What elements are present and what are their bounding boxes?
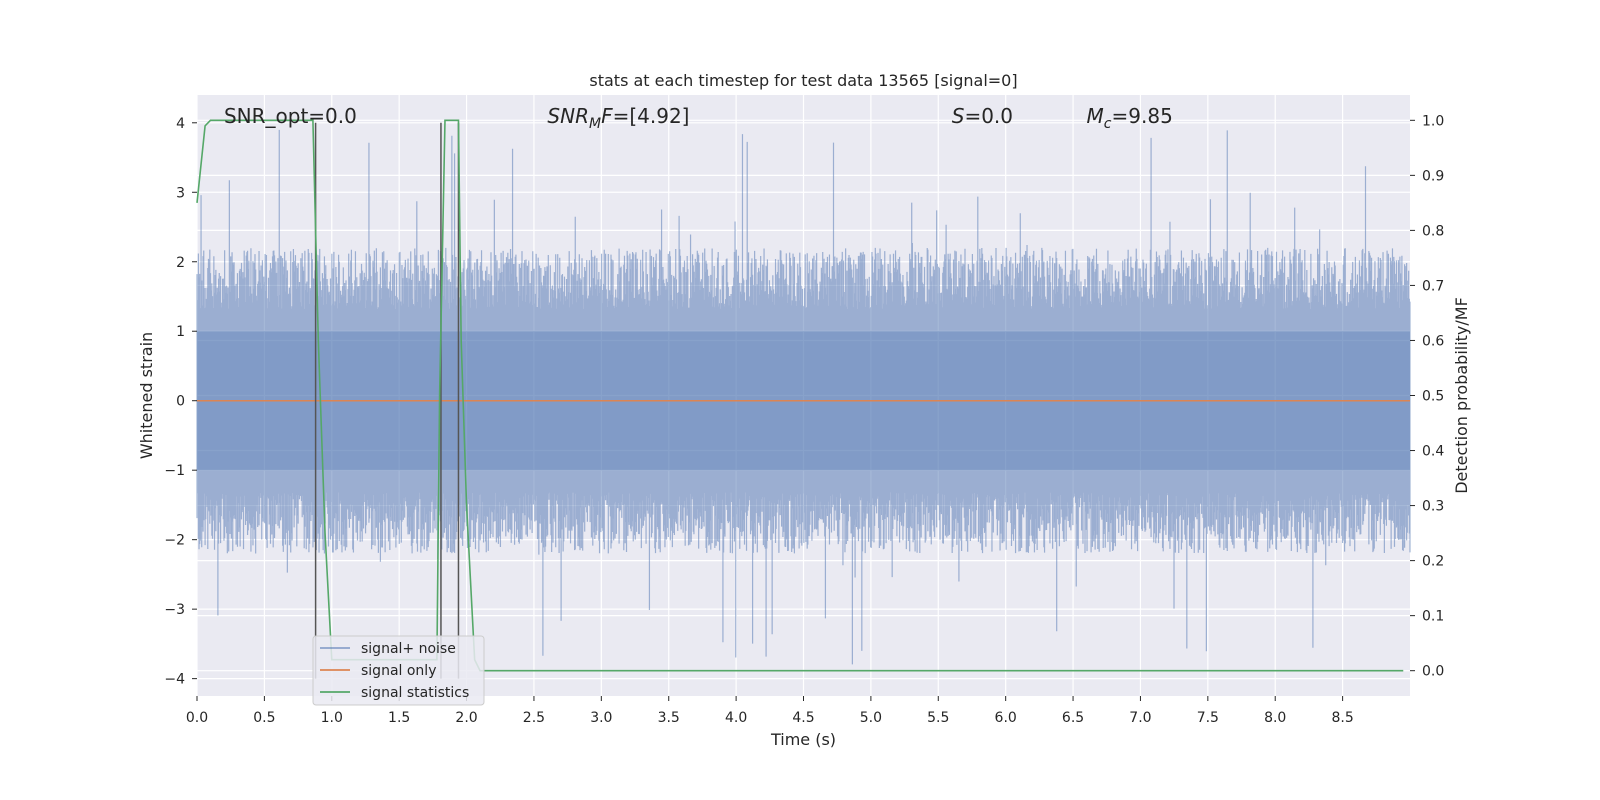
y-tick-label: 0	[176, 394, 185, 410]
annotations: SNR_opt=0.0 SNRMF=[4.92] S=0.0 Mc=9.85	[224, 104, 1173, 132]
x-axis-ticks: 0.0 0.5 1.0 1.5 2.0 2.5 3.0 3.5 4.0 4.5 5.0 5.5 6.0 6…	[186, 696, 1354, 726]
annotation: S=0.0	[952, 104, 1013, 128]
x-tick-label: 0.0	[186, 710, 208, 726]
annotation: SNRMF=[4.92]	[547, 104, 689, 132]
x-tick-label: 3.0	[590, 710, 612, 726]
legend-entry: signal only	[361, 663, 436, 679]
y-tick-label: −1	[164, 463, 185, 479]
y2-tick-label: 0.2	[1422, 554, 1444, 570]
x-tick-label: 8.5	[1331, 710, 1353, 726]
x-tick-label: 1.5	[388, 710, 410, 726]
x-tick-label: 6.0	[995, 710, 1017, 726]
legend: signal+ noise signal only signal statistic…	[312, 635, 485, 706]
legend-box	[312, 635, 485, 706]
x-tick-label: 7.0	[1129, 710, 1151, 726]
x-tick-label: 5.0	[860, 710, 882, 726]
noise-trace	[196, 129, 1411, 665]
y-tick-label: 1	[176, 324, 185, 340]
x-tick-label: 4.0	[725, 710, 747, 726]
x-tick-label: 7.5	[1197, 710, 1219, 726]
y2-tick-label: 0.5	[1422, 389, 1444, 405]
y-tick-label: −2	[164, 533, 185, 549]
x-tick-label: 2.0	[455, 710, 477, 726]
y-tick-label: 4	[176, 116, 185, 132]
y2-tick-label: 0.9	[1422, 168, 1444, 184]
y2-tick-label: 0.1	[1422, 609, 1444, 625]
y-axis-label: Whitened strain	[137, 332, 156, 459]
x-tick-label: 8.0	[1264, 710, 1286, 726]
legend-entry: signal+ noise	[361, 641, 456, 657]
series-signal-statistics	[196, 119, 1404, 672]
y-tick-label: −4	[164, 672, 185, 688]
x-tick-label: 0.5	[253, 710, 275, 726]
y2-tick-label: 0.7	[1422, 278, 1444, 294]
y2-tick-label: 1.0	[1422, 113, 1444, 129]
annotation: Mc=9.85	[1087, 104, 1173, 132]
y2-tick-label: 0.0	[1422, 664, 1444, 680]
y2-tick-label: 0.8	[1422, 223, 1444, 239]
y2-tick-label: 0.6	[1422, 333, 1444, 349]
annotation: SNR_opt=0.0	[224, 104, 357, 128]
y2-axis-ticks: 0.0 0.1 0.2 0.3 0.4 0.5 0.6 0.7 0.8 0.9 1.0	[1410, 113, 1444, 680]
y2-tick-label: 0.3	[1422, 499, 1444, 515]
x-tick-label: 2.5	[523, 710, 545, 726]
x-tick-label: 3.5	[658, 710, 680, 726]
y-axis-ticks: −4 −3 −2 −1 0 1 2 3 4	[164, 116, 197, 688]
y-tick-label: −3	[164, 602, 185, 618]
y2-tick-label: 0.4	[1422, 444, 1444, 460]
signal-statistics-line	[196, 119, 1404, 672]
legend-entry: signal statistics	[361, 685, 469, 701]
x-tick-label: 4.5	[792, 710, 814, 726]
x-axis-label: Time (s)	[770, 730, 836, 749]
y-tick-label: 3	[176, 185, 185, 201]
x-tick-label: 1.0	[321, 710, 343, 726]
y-tick-label: 2	[176, 255, 185, 271]
chart-title: stats at each timestep for test data 135…	[589, 71, 1017, 90]
x-tick-label: 6.5	[1062, 710, 1084, 726]
x-tick-label: 5.5	[927, 710, 949, 726]
y2-axis-label: Detection probability/MF	[1452, 297, 1471, 494]
